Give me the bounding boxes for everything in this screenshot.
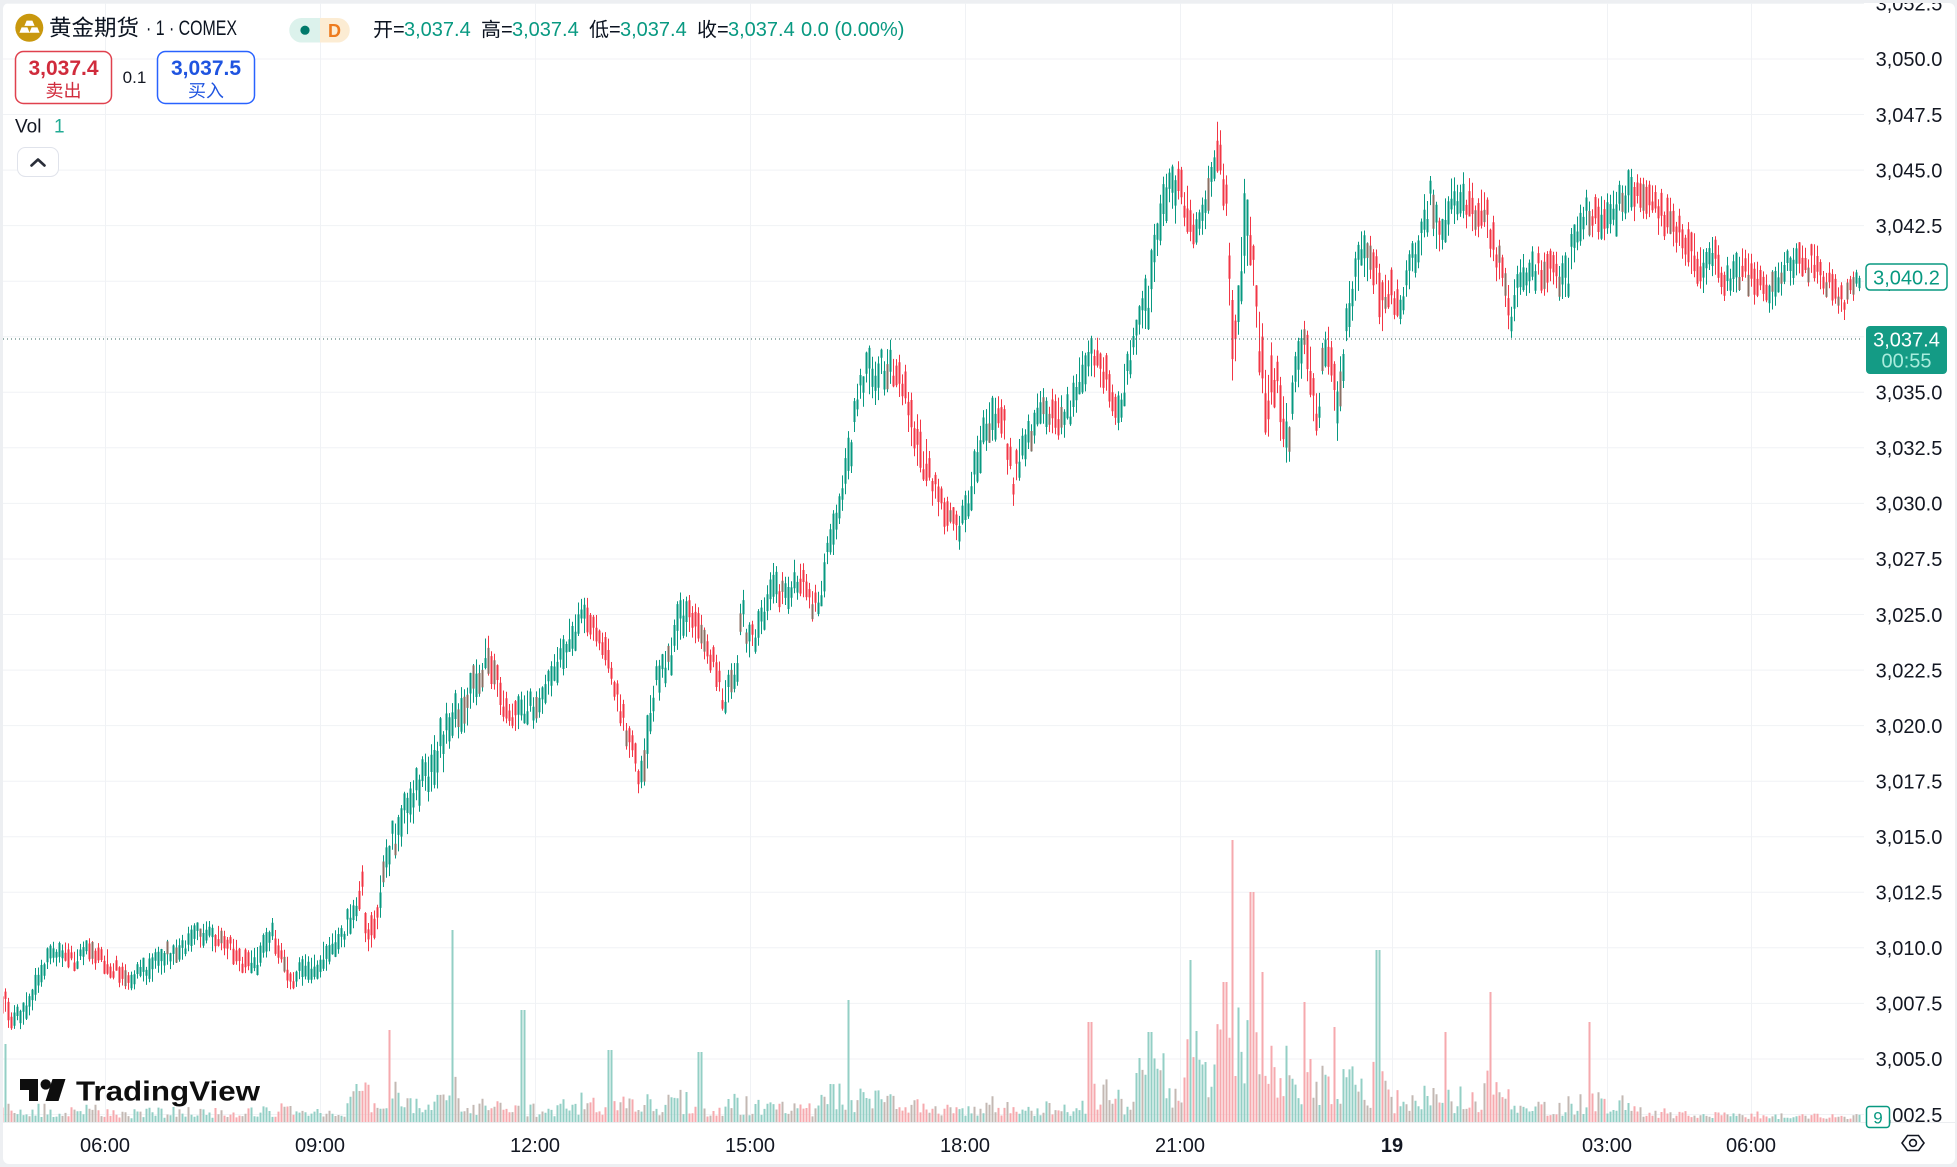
svg-text:21:00: 21:00 xyxy=(1155,1135,1205,1157)
svg-text:3,010.0: 3,010.0 xyxy=(1876,938,1943,960)
svg-text:3,027.5: 3,027.5 xyxy=(1876,549,1943,571)
svg-text:3,025.0: 3,025.0 xyxy=(1876,605,1943,627)
svg-text:3,042.5: 3,042.5 xyxy=(1876,216,1943,238)
svg-text:1: 1 xyxy=(54,117,65,138)
svg-text:3,007.5: 3,007.5 xyxy=(1876,994,1943,1016)
svg-text:TradingView: TradingView xyxy=(76,1076,260,1107)
svg-text:0.1: 0.1 xyxy=(123,68,147,87)
svg-text:=: = xyxy=(393,19,405,41)
svg-text:06:00: 06:00 xyxy=(1726,1135,1776,1157)
svg-text:Vol: Vol xyxy=(15,117,41,138)
svg-text:3,037.5: 3,037.5 xyxy=(171,57,241,80)
svg-text:3,035.0: 3,035.0 xyxy=(1876,383,1943,405)
svg-text:12:00: 12:00 xyxy=(510,1135,560,1157)
svg-text:00:55: 00:55 xyxy=(1881,351,1931,373)
svg-text:3,020.0: 3,020.0 xyxy=(1876,716,1943,738)
svg-text:3,037.4: 3,037.4 xyxy=(728,19,795,41)
svg-text:3,022.5: 3,022.5 xyxy=(1876,660,1943,682)
svg-text:3,032.5: 3,032.5 xyxy=(1876,438,1943,460)
svg-text:3,037.4: 3,037.4 xyxy=(404,19,471,41)
svg-text:3,050.0: 3,050.0 xyxy=(1876,49,1943,71)
svg-text:06:00: 06:00 xyxy=(80,1135,130,1157)
svg-text:3,052.5: 3,052.5 xyxy=(1876,0,1943,16)
svg-text:18:00: 18:00 xyxy=(940,1135,990,1157)
svg-text:3,047.5: 3,047.5 xyxy=(1876,105,1943,127)
svg-text:03:00: 03:00 xyxy=(1582,1135,1632,1157)
svg-text:3,037.4: 3,037.4 xyxy=(512,19,579,41)
svg-text:3,005.0: 3,005.0 xyxy=(1876,1049,1943,1071)
svg-text:3,037.4: 3,037.4 xyxy=(28,57,98,80)
svg-text:=: = xyxy=(609,19,621,41)
svg-text:3,012.5: 3,012.5 xyxy=(1876,883,1943,905)
svg-text:3,040.2: 3,040.2 xyxy=(1873,268,1940,290)
svg-text:3,002.5: 3,002.5 xyxy=(1876,1105,1943,1127)
svg-text:3,037.4: 3,037.4 xyxy=(620,19,687,41)
svg-text:· 1 · COMEX: · 1 · COMEX xyxy=(146,17,237,40)
svg-text:=: = xyxy=(717,19,729,41)
svg-text:3,030.0: 3,030.0 xyxy=(1876,494,1943,516)
svg-text:3,037.4: 3,037.4 xyxy=(1873,330,1940,352)
svg-text:3,017.5: 3,017.5 xyxy=(1876,771,1943,793)
svg-text:19: 19 xyxy=(1381,1135,1403,1157)
svg-text:9: 9 xyxy=(1873,1109,1882,1128)
svg-text:09:00: 09:00 xyxy=(295,1135,345,1157)
svg-text:3,015.0: 3,015.0 xyxy=(1876,827,1943,849)
svg-text:0.0 (0.00%): 0.0 (0.00%) xyxy=(801,19,904,41)
svg-text:15:00: 15:00 xyxy=(725,1135,775,1157)
svg-text:=: = xyxy=(501,19,513,41)
svg-text:D: D xyxy=(328,21,341,41)
svg-text:3,045.0: 3,045.0 xyxy=(1876,160,1943,182)
